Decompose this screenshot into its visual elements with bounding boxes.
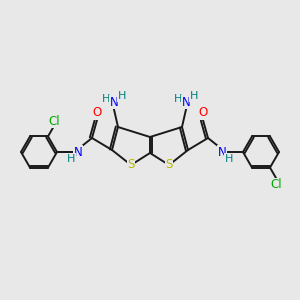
Text: H: H [225,154,233,164]
Text: N: N [218,146,226,158]
Text: N: N [182,95,190,109]
Text: H: H [190,91,198,101]
Text: H: H [102,94,110,104]
Text: N: N [74,146,82,158]
Text: H: H [118,91,126,101]
Text: Cl: Cl [270,178,282,191]
Text: H: H [67,154,75,164]
Text: H: H [174,94,182,104]
Text: Cl: Cl [48,115,60,128]
Text: O: O [92,106,102,119]
Text: O: O [198,106,208,119]
Text: N: N [110,95,118,109]
Text: S: S [127,158,135,172]
Text: S: S [165,158,173,172]
